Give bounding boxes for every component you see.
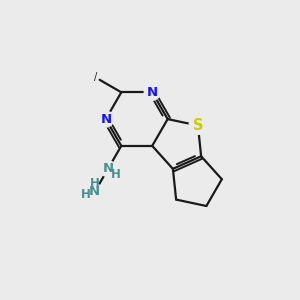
Circle shape xyxy=(98,111,114,127)
Text: N: N xyxy=(89,185,100,198)
Text: H: H xyxy=(80,188,90,201)
Text: H: H xyxy=(90,177,100,190)
Circle shape xyxy=(189,117,207,134)
Text: S: S xyxy=(193,118,203,133)
Circle shape xyxy=(144,84,160,100)
Circle shape xyxy=(100,161,116,177)
Text: H: H xyxy=(111,168,121,181)
Text: N: N xyxy=(100,112,111,126)
Text: /: / xyxy=(94,72,97,82)
Circle shape xyxy=(87,184,103,200)
Text: N: N xyxy=(103,162,114,175)
Text: N: N xyxy=(147,86,158,99)
